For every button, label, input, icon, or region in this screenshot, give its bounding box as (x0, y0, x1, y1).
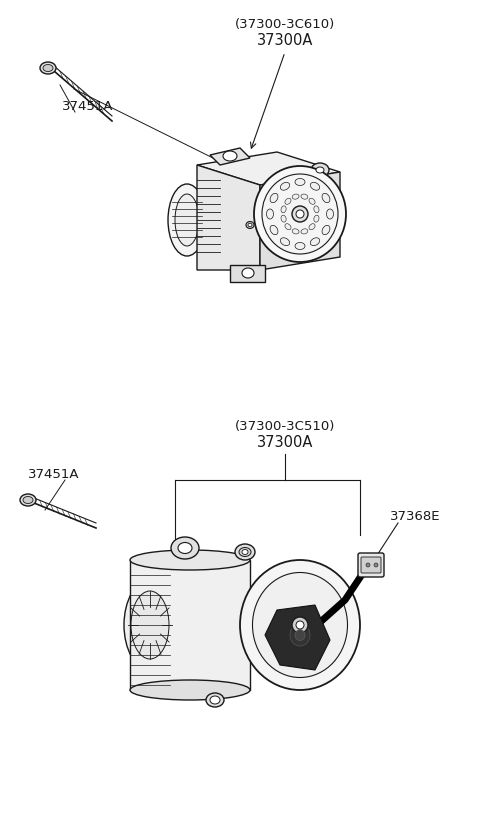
Ellipse shape (175, 194, 199, 246)
Ellipse shape (131, 591, 169, 659)
Ellipse shape (296, 210, 304, 218)
Ellipse shape (239, 548, 251, 557)
Ellipse shape (295, 629, 305, 641)
Ellipse shape (314, 215, 319, 222)
Polygon shape (197, 165, 260, 270)
Ellipse shape (40, 62, 56, 74)
Ellipse shape (295, 178, 305, 186)
Text: 37300A: 37300A (257, 435, 313, 450)
Ellipse shape (206, 693, 224, 707)
Ellipse shape (314, 206, 319, 212)
Ellipse shape (366, 563, 370, 567)
Polygon shape (130, 560, 250, 690)
Ellipse shape (292, 617, 308, 633)
Ellipse shape (296, 621, 304, 629)
Polygon shape (230, 265, 265, 282)
Ellipse shape (309, 224, 315, 230)
Ellipse shape (311, 163, 329, 177)
Ellipse shape (311, 238, 320, 246)
Ellipse shape (223, 151, 237, 161)
Ellipse shape (280, 182, 289, 190)
Ellipse shape (246, 221, 254, 229)
Ellipse shape (290, 624, 310, 646)
Ellipse shape (322, 225, 330, 234)
Text: 37300A: 37300A (257, 33, 313, 48)
Ellipse shape (130, 680, 250, 700)
Ellipse shape (262, 174, 338, 254)
Ellipse shape (281, 215, 286, 222)
Ellipse shape (281, 206, 286, 212)
Ellipse shape (130, 550, 250, 570)
Ellipse shape (374, 563, 378, 567)
Polygon shape (265, 605, 330, 670)
Polygon shape (210, 148, 250, 165)
Ellipse shape (168, 184, 206, 256)
Ellipse shape (43, 64, 53, 72)
Ellipse shape (23, 497, 33, 504)
Ellipse shape (301, 194, 308, 199)
Ellipse shape (270, 225, 278, 234)
Text: 37451A: 37451A (28, 468, 80, 481)
Ellipse shape (171, 537, 199, 559)
Ellipse shape (301, 229, 308, 234)
Ellipse shape (309, 199, 315, 204)
FancyBboxPatch shape (358, 553, 384, 577)
Ellipse shape (266, 209, 274, 219)
Ellipse shape (20, 494, 36, 506)
Text: 37368E: 37368E (390, 510, 441, 523)
Ellipse shape (280, 238, 289, 246)
Polygon shape (260, 172, 340, 270)
Ellipse shape (124, 580, 176, 670)
Ellipse shape (311, 182, 320, 190)
Text: 37451A: 37451A (62, 100, 113, 113)
Ellipse shape (285, 224, 291, 230)
Ellipse shape (322, 194, 330, 203)
Ellipse shape (240, 560, 360, 690)
Ellipse shape (326, 209, 334, 219)
Ellipse shape (248, 223, 252, 227)
Ellipse shape (235, 544, 255, 560)
Ellipse shape (210, 696, 220, 704)
Ellipse shape (292, 206, 308, 222)
Text: (37300-3C510): (37300-3C510) (235, 420, 335, 433)
Text: (37300-3C610): (37300-3C610) (235, 18, 335, 31)
Ellipse shape (285, 199, 291, 204)
Ellipse shape (292, 194, 299, 199)
Ellipse shape (178, 542, 192, 554)
Ellipse shape (242, 268, 254, 278)
Ellipse shape (242, 549, 248, 554)
Ellipse shape (252, 572, 348, 677)
Ellipse shape (254, 166, 346, 262)
Ellipse shape (270, 194, 278, 203)
Ellipse shape (316, 167, 324, 173)
FancyBboxPatch shape (361, 557, 381, 573)
Ellipse shape (295, 243, 305, 250)
Ellipse shape (292, 229, 299, 234)
Polygon shape (197, 152, 340, 185)
